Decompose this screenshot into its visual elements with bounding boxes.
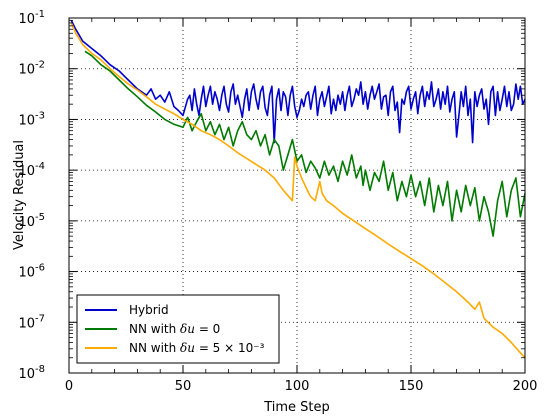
legend: Hybrid NN with δu = 0 NN with δu = 5 × 10⁻… <box>76 294 280 364</box>
y-axis-title: Velocity Residual <box>12 140 27 250</box>
legend-label-3: NN with δu = 5 × 10⁻³ <box>129 341 265 355</box>
series-line-1 <box>70 19 526 144</box>
legend-label-2: NN with δu = 0 <box>129 322 220 336</box>
legend-label-1: Hybrid <box>129 303 169 317</box>
y-tick-label: 10-8 <box>18 364 45 382</box>
x-tick-label: 100 <box>285 379 310 394</box>
y-tick-label: 10-6 <box>18 263 45 281</box>
series-line-3 <box>70 22 526 359</box>
x-tick-label: 150 <box>399 379 424 394</box>
series-line-2 <box>84 50 526 237</box>
ticks: 0 50 100 150 200 10-8 10-7 10-6 10-5 10-4 10-3 10-2… <box>18 9 537 394</box>
y-tick-label: 10-2 <box>18 60 45 78</box>
y-tick-label: 10-7 <box>18 313 45 331</box>
x-tick-label: 50 <box>175 379 192 394</box>
series-layer <box>70 19 526 359</box>
y-tick-label: 10-4 <box>18 161 45 179</box>
x-tick-label: 200 <box>513 379 538 394</box>
y-tick-label: 10-5 <box>18 212 45 230</box>
x-tick-label: 0 <box>65 379 73 394</box>
y-tick-label: 10-3 <box>18 110 45 128</box>
x-axis-title: Time Step <box>263 400 330 415</box>
y-tick-label: 10-1 <box>18 9 45 27</box>
